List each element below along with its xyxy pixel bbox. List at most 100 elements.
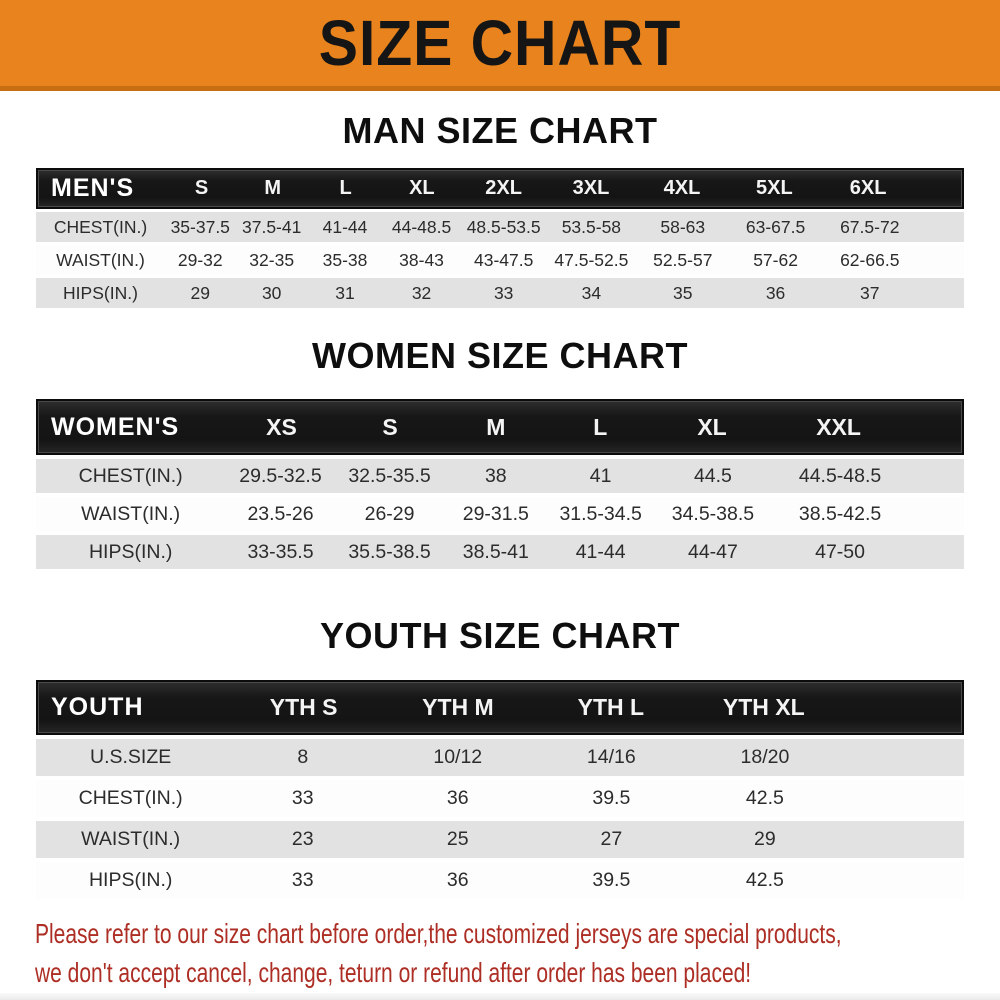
footer-note: Please refer to our size chart before or… [35,914,1000,992]
youth-size-table: YOUTH YTH S YTH M YTH L YTH XL U.S.SIZE 8 10/12… [36,680,964,899]
section-women: WOMEN SIZE CHART WOMEN'S XS S M L XL XXL CHEST(… [0,335,1000,569]
size-value-cell: 62-66.5 [840,249,900,270]
size-value-cell: 31.5-34.5 [559,502,642,525]
size-value-cell: 29-32 [177,249,223,270]
size-charts: MAN SIZE CHART MEN'S S M L XL 2XL 3XL 4XL 5XL 6XL… [0,110,1000,899]
size-column-header: 2XL [485,177,522,199]
size-value-cell: 42.5 [745,869,784,891]
size-column-header: XS [266,413,297,440]
youth-size-chart-title: YOUTH SIZE CHART [319,615,680,656]
size-value-cell: 35-38 [322,249,368,270]
table-header-row: WOMEN'S XS S M L XL XXL [36,399,964,455]
size-value-cell: 63-67.5 [745,216,806,237]
size-value-cell: 52.5-57 [653,249,713,270]
man-size-chart-title: MAN SIZE CHART [342,110,658,151]
row-label: CHEST(IN.) [53,216,148,237]
size-value-cell: 41-44 [322,216,368,237]
size-column-header: M [264,177,281,199]
table-row: HIPS(IN.) 33-35.5 35.5-38.5 38.5-41 41-44 44-… [36,535,964,569]
size-value-cell: 44.5 [693,464,732,487]
size-value-cell: 32.5-35.5 [348,464,431,487]
size-value-cell: 44.5-48.5 [798,464,882,487]
size-column-header: XL [409,177,435,199]
size-value-cell: 34.5-38.5 [671,502,755,525]
size-value-cell: 39.5 [592,787,631,809]
size-value-cell: 30 [261,282,282,303]
size-value-cell: 44-47 [687,540,738,563]
size-value-cell: 33 [493,282,514,303]
table-row: HIPS(IN.) 29 30 31 32 33 34 35 36 37 [36,278,964,308]
size-column-header: 5XL [756,177,793,199]
section-youth: YOUTH SIZE CHART YOUTH YTH S YTH M YTH L YTH… [0,615,1000,899]
size-column-header: YTH L [577,694,645,720]
size-value-cell: 25 [446,828,469,850]
size-value-cell: 37 [860,282,880,303]
size-value-cell: 38.5-41 [462,540,529,563]
row-label: WAIST(IN.) [81,828,181,850]
table-header-label: YOUTH [51,693,144,721]
size-value-cell: 27 [600,828,623,850]
row-label: HIPS(IN.) [88,869,173,891]
size-value-cell: 36 [446,869,469,891]
size-value-cell: 43-47.5 [473,249,534,270]
size-value-cell: 18/20 [740,746,790,768]
size-column-header: 4XL [663,177,701,199]
size-value-cell: 35.5-38.5 [348,540,431,563]
women-size-chart-title: WOMEN SIZE CHART [312,335,688,376]
size-value-cell: 36 [446,787,469,809]
size-value-cell: 31 [335,282,355,303]
size-column-header: YTH M [422,694,494,720]
table-row: CHEST(IN.) 33 36 39.5 42.5 [36,780,964,817]
size-value-cell: 47.5-52.5 [554,249,629,270]
size-value-cell: 39.5 [592,869,631,891]
table-row: U.S.SIZE 8 10/12 14/16 18/20 [36,739,964,776]
size-value-cell: 33 [291,869,314,891]
row-label: WAIST(IN.) [56,249,145,270]
row-label: HIPS(IN.) [63,282,138,303]
size-column-header: S [194,177,209,199]
size-column-header: 6XL [849,177,887,199]
size-column-header: YTH S [269,694,338,720]
size-value-cell: 23 [291,828,314,850]
size-value-cell: 38.5-42.5 [798,502,882,525]
table-row: WAIST(IN.) 23.5-26 26-29 29-31.5 31.5-34.5 34… [36,497,964,531]
size-value-cell: 29.5-32.5 [239,464,322,487]
size-value-cell: 37.5-41 [242,216,302,237]
size-value-cell: 29-31.5 [462,502,529,525]
size-value-cell: 36 [765,282,786,303]
size-value-cell: 8 [297,746,309,768]
size-value-cell: 35-37.5 [170,216,230,237]
size-value-cell: 67.5-72 [840,216,900,237]
table-row: CHEST(IN.) 35-37.5 37.5-41 41-44 44-48.5 48.5… [36,212,964,242]
row-label: CHEST(IN.) [78,787,183,809]
size-column-header: S [382,413,398,440]
size-value-cell: 44-48.5 [391,216,452,237]
size-value-cell: 35 [673,282,693,303]
size-value-cell: 33 [291,787,314,809]
size-value-cell: 33-35.5 [247,540,314,563]
size-value-cell: 53.5-58 [561,216,622,237]
size-value-cell: 58-63 [660,216,706,237]
row-label: U.S.SIZE [90,746,172,768]
size-value-cell: 29 [754,828,776,850]
row-label: HIPS(IN.) [88,540,173,563]
table-header-row: MEN'S S M L XL 2XL 3XL 4XL 5XL 6XL [36,168,964,209]
size-column-header: YTH XL [722,694,805,720]
footer-note-line2: we don't accept cancel, change, teturn o… [35,957,752,988]
bottom-reflection-strip [0,993,1000,1000]
size-value-cell: 32-35 [249,249,295,270]
size-column-header: L [593,413,608,440]
size-value-cell: 14/16 [586,746,636,768]
size-column-header: L [339,177,352,199]
table-row: HIPS(IN.) 33 36 39.5 42.5 [36,862,964,899]
size-column-header: XXL [816,413,861,440]
size-value-cell: 38-43 [399,249,444,270]
table-row: CHEST(IN.) 29.5-32.5 32.5-35.5 38 41 44.5 44.5… [36,459,964,493]
men-size-table: MEN'S S M L XL 2XL 3XL 4XL 5XL 6XL CHEST(IN.) 35-37… [36,168,964,308]
size-value-cell: 26-29 [364,502,415,525]
table-header-label: MEN'S [51,174,135,202]
page-title: SIZE CHART [318,7,682,79]
size-value-cell: 47-50 [815,540,865,563]
size-value-cell: 29 [190,282,210,303]
